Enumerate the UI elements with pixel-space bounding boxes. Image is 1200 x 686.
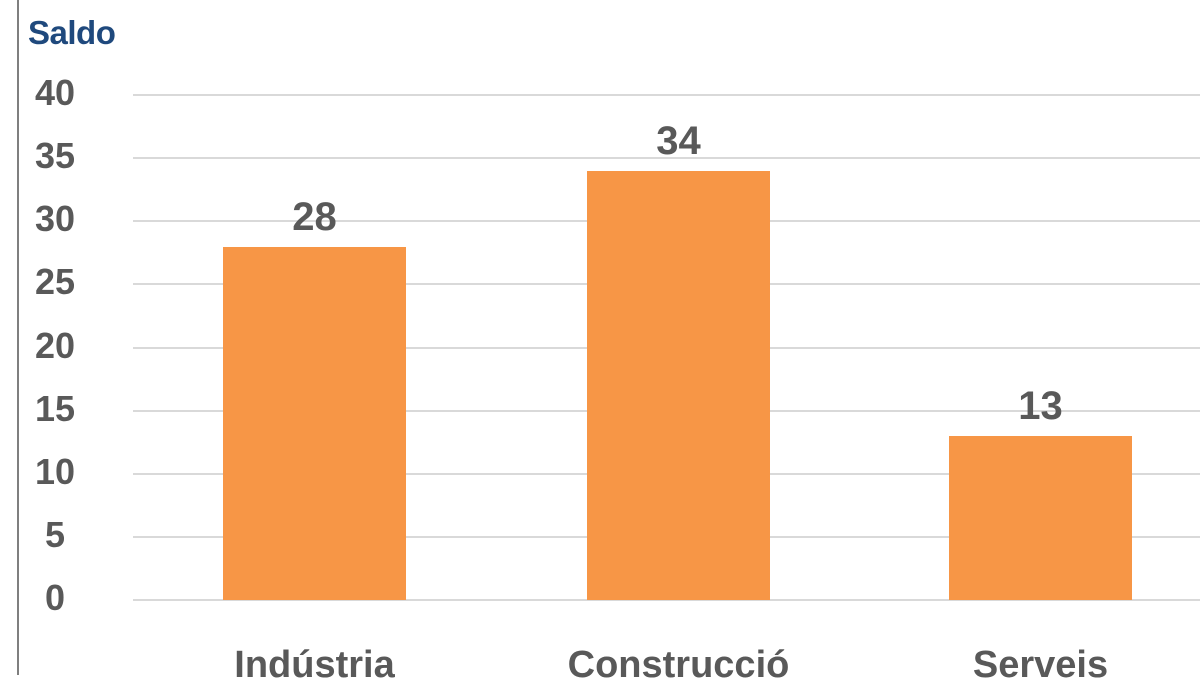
bar-value-label: 34	[656, 118, 701, 163]
y-tick-label: 25	[34, 261, 76, 303]
bar-value-label: 13	[1018, 383, 1063, 428]
bar-value-label: 28	[292, 194, 337, 239]
bar	[223, 246, 406, 600]
y-tick-label: 20	[34, 324, 76, 366]
y-tick-label: 35	[34, 135, 76, 177]
y-tick-label: 15	[34, 387, 76, 429]
gridline	[133, 94, 1200, 96]
bar	[587, 170, 770, 600]
x-category-label: Serveis	[972, 644, 1109, 686]
bar	[949, 435, 1132, 600]
chart-frame-border	[17, 0, 19, 675]
chart-title: Saldo	[28, 14, 116, 51]
y-tick-label: 10	[34, 450, 76, 492]
gridline	[133, 599, 1200, 601]
y-tick-label: 30	[34, 198, 76, 240]
x-category-label: Indústria	[234, 644, 395, 686]
y-tick-label: 5	[44, 513, 66, 555]
y-tick-label: 0	[44, 577, 66, 618]
gridline	[133, 157, 1200, 160]
y-tick-label: 40	[34, 72, 76, 113]
x-category-label: Construcció	[567, 644, 790, 686]
